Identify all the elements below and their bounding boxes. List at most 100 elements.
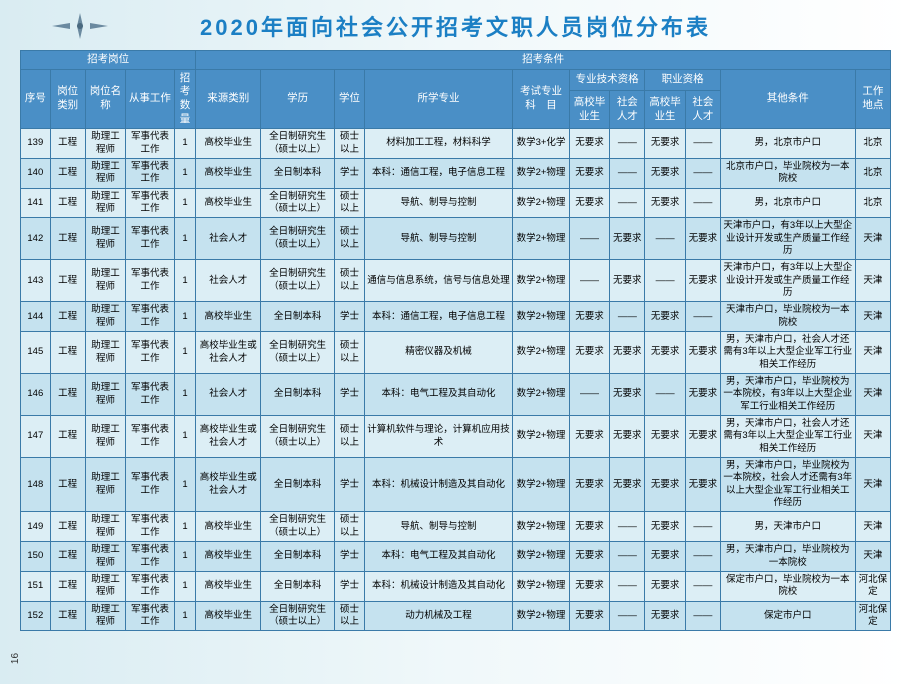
table-cell: 无要求: [569, 416, 609, 458]
table-cell: 1: [174, 188, 196, 218]
table-cell: 材料加工工程，材料科学: [364, 129, 512, 159]
table-cell: 无要求: [610, 416, 645, 458]
table-cell: ——: [685, 158, 720, 188]
table-cell: 动力机械及工程: [364, 601, 512, 631]
table-cell: 全日制研究生（硕士以上）: [261, 188, 335, 218]
table-cell: 工程: [50, 218, 85, 260]
table-header: 招考岗位 招考条件 序号 岗位类别 岗位名称 从事工作 招考数量 来源类别 学历…: [21, 51, 891, 129]
col-exam: 考试专业科 目: [513, 69, 570, 129]
table-cell: 高校毕业生: [196, 188, 261, 218]
table-cell: 学士: [335, 374, 365, 416]
table-cell: 无要求: [569, 332, 609, 374]
table-cell: 天津市户口，有3年以上大型企业设计开发或生产质量工作经历: [720, 218, 855, 260]
table-cell: ——: [685, 601, 720, 631]
table-cell: 无要求: [685, 332, 720, 374]
table-cell: ——: [685, 512, 720, 542]
table-cell: 男，北京市户口: [720, 129, 855, 159]
table-cell: 高校毕业生: [196, 302, 261, 332]
table-cell: 无要求: [645, 542, 685, 572]
table-row: 145工程助理工程师军事代表工作1高校毕业生或社会人才全日制研究生（硕士以上）硕…: [21, 332, 891, 374]
table-cell: 数学3+化学: [513, 129, 570, 159]
table-cell: 助理工程师: [85, 416, 125, 458]
table-cell: 高校毕业生或社会人才: [196, 332, 261, 374]
table-cell: 全日制本科: [261, 571, 335, 601]
table-cell: 助理工程师: [85, 571, 125, 601]
table-cell: 军事代表工作: [126, 571, 175, 601]
table-cell: 无要求: [569, 188, 609, 218]
table-cell: 计算机软件与理论，计算机应用技术: [364, 416, 512, 458]
table-cell: 144: [21, 302, 51, 332]
table-cell: 数学2+物理: [513, 188, 570, 218]
page-number: 16: [10, 653, 21, 664]
table-cell: 助理工程师: [85, 188, 125, 218]
table-cell: 数学2+物理: [513, 374, 570, 416]
table-cell: 助理工程师: [85, 542, 125, 572]
table-cell: 1: [174, 260, 196, 302]
header-group-conditions: 招考条件: [196, 51, 891, 70]
table-cell: ——: [645, 260, 685, 302]
table-cell: 天津: [855, 416, 890, 458]
table-row: 146工程助理工程师军事代表工作1社会人才全日制本科学士本科：电气工程及其自动化…: [21, 374, 891, 416]
table-row: 147工程助理工程师军事代表工作1高校毕业生或社会人才全日制研究生（硕士以上）硕…: [21, 416, 891, 458]
table-cell: 高校毕业生: [196, 542, 261, 572]
col-q3: 高校毕业生: [645, 91, 685, 129]
col-count: 招考数量: [174, 69, 196, 129]
table-cell: ——: [610, 129, 645, 159]
table-row: 139工程助理工程师军事代表工作1高校毕业生全日制研究生（硕士以上）硕士以上材料…: [21, 129, 891, 159]
table-cell: 本科：通信工程，电子信息工程: [364, 302, 512, 332]
table-cell: 硕士以上: [335, 260, 365, 302]
table-cell: 142: [21, 218, 51, 260]
table-cell: 148: [21, 458, 51, 512]
table-cell: 无要求: [645, 512, 685, 542]
table-cell: 社会人才: [196, 218, 261, 260]
col-degree: 学位: [335, 69, 365, 129]
table-cell: 北京市户口，毕业院校为一本院校: [720, 158, 855, 188]
table-cell: 数学2+物理: [513, 416, 570, 458]
table-cell: 无要求: [645, 458, 685, 512]
table-cell: 151: [21, 571, 51, 601]
table-cell: 全日制研究生（硕士以上）: [261, 416, 335, 458]
table-cell: 无要求: [569, 129, 609, 159]
table-cell: 军事代表工作: [126, 188, 175, 218]
table-cell: 145: [21, 332, 51, 374]
table-cell: ——: [685, 188, 720, 218]
table-cell: 军事代表工作: [126, 332, 175, 374]
table-cell: 天津: [855, 458, 890, 512]
table-cell: 北京: [855, 129, 890, 159]
table-cell: 无要求: [645, 571, 685, 601]
table-cell: 天津: [855, 332, 890, 374]
table-cell: 139: [21, 129, 51, 159]
table-cell: 无要求: [569, 601, 609, 631]
table-cell: 1: [174, 542, 196, 572]
table-cell: 无要求: [569, 512, 609, 542]
col-other: 其他条件: [720, 69, 855, 129]
table-cell: 1: [174, 458, 196, 512]
table-cell: 1: [174, 129, 196, 159]
table-cell: 无要求: [610, 458, 645, 512]
table-cell: 无要求: [645, 601, 685, 631]
table-cell: 工程: [50, 302, 85, 332]
table-cell: 硕士以上: [335, 218, 365, 260]
table-cell: 硕士以上: [335, 332, 365, 374]
col-q4: 社会人才: [685, 91, 720, 129]
table-cell: 全日制本科: [261, 302, 335, 332]
table-cell: 143: [21, 260, 51, 302]
table-cell: 男，天津市户口，毕业院校为一本院校: [720, 542, 855, 572]
table-cell: 无要求: [645, 129, 685, 159]
col-source: 来源类别: [196, 69, 261, 129]
col-position: 岗位名称: [85, 69, 125, 129]
page-header: 2020年面向社会公开招考文职人员岗位分布表: [20, 10, 891, 42]
table-cell: 军事代表工作: [126, 542, 175, 572]
table-cell: 社会人才: [196, 374, 261, 416]
table-cell: 数学2+物理: [513, 260, 570, 302]
table-cell: 数学2+物理: [513, 218, 570, 260]
table-cell: 工程: [50, 260, 85, 302]
table-row: 148工程助理工程师军事代表工作1高校毕业生或社会人才全日制本科学士本科：机械设…: [21, 458, 891, 512]
table-cell: 导航、制导与控制: [364, 512, 512, 542]
table-cell: ——: [610, 158, 645, 188]
table-cell: 150: [21, 542, 51, 572]
table-cell: 1: [174, 512, 196, 542]
table-cell: 全日制研究生（硕士以上）: [261, 218, 335, 260]
table-cell: 硕士以上: [335, 416, 365, 458]
table-cell: ——: [685, 542, 720, 572]
